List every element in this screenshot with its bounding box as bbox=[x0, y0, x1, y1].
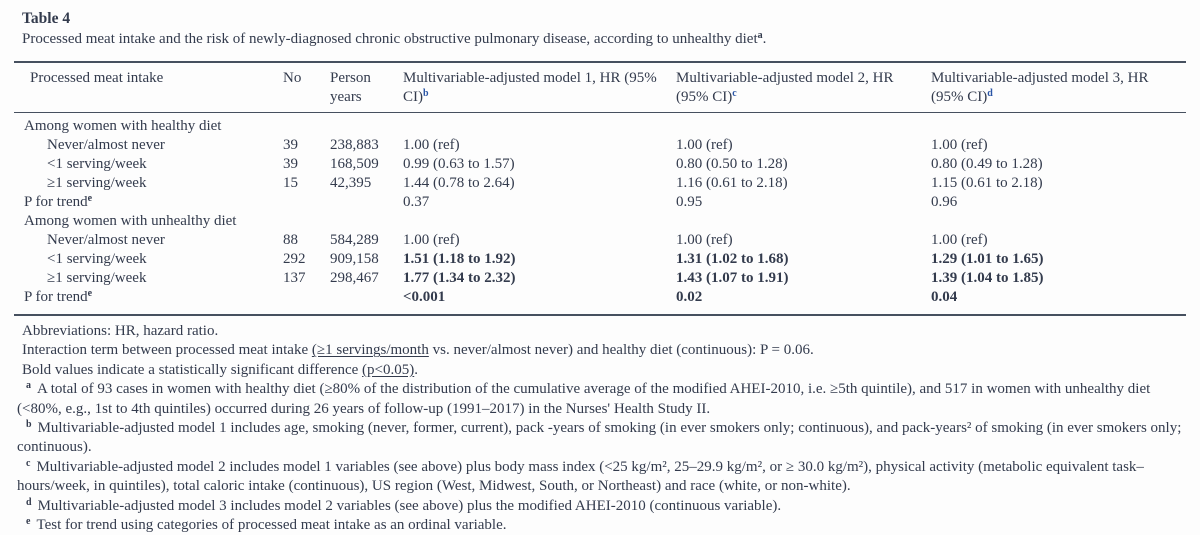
footnote-a-marker: a bbox=[26, 380, 31, 392]
table-row: Never/almost never 39 238,883 1.00 (ref)… bbox=[14, 136, 1186, 155]
table-row: Never/almost never 88 584,289 1.00 (ref)… bbox=[14, 231, 1186, 250]
cell-model2: 1.00 (ref) bbox=[676, 232, 733, 248]
cell-person-years: 584,289 bbox=[330, 232, 379, 248]
table-caption-text: Processed meat intake and the risk of ne… bbox=[22, 31, 758, 47]
cell-model2: 1.43 (1.07 to 1.91) bbox=[676, 270, 789, 286]
cell-model1: 1.00 (ref) bbox=[403, 137, 460, 153]
cell-no bbox=[283, 193, 330, 212]
caption-footnote-marker: a bbox=[757, 30, 763, 41]
section-row-unhealthy: Among women with unhealthy diet bbox=[14, 212, 1186, 231]
column-header-intake: Processed meat intake bbox=[14, 62, 283, 113]
cell-model2: 0.02 bbox=[676, 289, 703, 305]
cell-model3: 0.96 bbox=[931, 194, 958, 210]
cell-model1: <0.001 bbox=[403, 289, 446, 305]
cell-no: 39 bbox=[283, 137, 298, 153]
caption-period: . bbox=[762, 31, 767, 47]
section-label: Among women with unhealthy diet bbox=[24, 213, 237, 229]
column-header-model2: Multivariable-adjusted model 2, HR (95% … bbox=[676, 62, 931, 113]
section-label: Among women with healthy diet bbox=[24, 118, 222, 134]
cell-model2: 0.80 (0.50 to 1.28) bbox=[676, 156, 788, 172]
cell-model3: 1.00 (ref) bbox=[931, 232, 988, 248]
cell-no: 39 bbox=[283, 156, 298, 172]
footnote-d: d Multivariable-adjusted model 3 includes… bbox=[26, 496, 782, 514]
cell-no: 15 bbox=[283, 175, 298, 191]
cell-model3: 1.39 (1.04 to 1.85) bbox=[931, 270, 1044, 286]
column-header-no: No bbox=[283, 62, 330, 113]
cell-model3: 0.80 (0.49 to 1.28) bbox=[931, 156, 1043, 172]
table-row: <1 serving/week 292 909,158 1.51 (1.18 t… bbox=[14, 250, 1186, 269]
trend-footnote-marker: e bbox=[87, 193, 93, 204]
cell-label: ≥1 serving/week bbox=[47, 175, 147, 191]
cell-person-years: 238,883 bbox=[330, 137, 379, 153]
p-for-trend-row: P for trende <0.001 0.02 0.04 bbox=[14, 288, 1186, 315]
cell-person-years: 298,467 bbox=[330, 270, 379, 286]
model1-footnote-marker: b bbox=[423, 88, 429, 99]
column-header-model1: Multivariable-adjusted model 1, HR (95% … bbox=[403, 62, 676, 113]
cell-model1: 1.51 (1.18 to 1.92) bbox=[403, 251, 516, 267]
footnote-d-marker: d bbox=[26, 496, 32, 508]
cell-label: ≥1 serving/week bbox=[47, 270, 147, 286]
cell-person-years bbox=[330, 288, 403, 315]
trend-footnote-marker: e bbox=[87, 288, 93, 299]
column-header-model3: Multivariable-adjusted model 3, HR (95% … bbox=[931, 62, 1186, 113]
p-for-trend-row: P for trende 0.37 0.95 0.96 bbox=[14, 193, 1186, 212]
cell-model1: 0.37 bbox=[403, 194, 430, 210]
cell-person-years: 168,509 bbox=[330, 156, 379, 172]
table-row: <1 serving/week 39 168,509 0.99 (0.63 to… bbox=[14, 155, 1186, 174]
table-label: Table 4 bbox=[22, 10, 71, 27]
cell-model3: 1.00 (ref) bbox=[931, 137, 988, 153]
footnote-c-marker: c bbox=[26, 457, 31, 469]
table-caption-block: Table 4 Processed meat intake and the ri… bbox=[14, 8, 1186, 50]
cell-model2: 1.00 (ref) bbox=[676, 137, 733, 153]
cell-model3: 0.04 bbox=[931, 289, 958, 305]
table-row: ≥1 serving/week 137 298,467 1.77 (1.34 t… bbox=[14, 269, 1186, 288]
cell-model2: 1.16 (0.61 to 2.18) bbox=[676, 175, 788, 191]
cell-model1: 0.99 (0.63 to 1.57) bbox=[403, 156, 515, 172]
model2-footnote-marker: c bbox=[732, 88, 737, 99]
footnote-e: e Test for trend using categories of proc… bbox=[26, 516, 507, 534]
footnote-b: b Multivariable-adjusted model 1 includes… bbox=[17, 419, 1182, 456]
cell-label: Never/almost never bbox=[47, 137, 165, 153]
cell-no: 88 bbox=[283, 232, 298, 248]
header-row: Processed meat intake No Person years Mu… bbox=[14, 62, 1186, 113]
section-row-healthy: Among women with healthy diet bbox=[14, 113, 1186, 137]
cell-model2: 0.95 bbox=[676, 194, 703, 210]
underlined-text: (≥1 servings/month bbox=[311, 342, 429, 359]
cell-label: P for trende bbox=[24, 288, 93, 306]
footnote-bold-values: Bold values indicate a statistically sig… bbox=[22, 361, 418, 378]
table-row: ≥1 serving/week 15 42,395 1.44 (0.78 to … bbox=[14, 174, 1186, 193]
footnotes: Abbreviations: HR, hazard ratio. Interac… bbox=[14, 322, 1186, 535]
footnote-abbreviations: Abbreviations: HR, hazard ratio. bbox=[22, 323, 219, 339]
underlined-text: (p<0.05) bbox=[362, 361, 415, 378]
cell-model1: 1.00 (ref) bbox=[403, 232, 460, 248]
cell-no: 292 bbox=[283, 251, 306, 267]
table-caption: Processed meat intake and the risk of ne… bbox=[22, 29, 1186, 50]
model3-footnote-marker: d bbox=[987, 88, 993, 99]
results-table: Processed meat intake No Person years Mu… bbox=[14, 61, 1186, 316]
cell-label: P for trende bbox=[24, 193, 93, 211]
cell-person-years: 42,395 bbox=[330, 175, 372, 191]
cell-no bbox=[283, 288, 330, 315]
footnote-interaction: Interaction term between processed meat … bbox=[22, 342, 814, 359]
footnote-e-marker: e bbox=[26, 516, 31, 528]
footnote-c: c Multivariable-adjusted model 2 includes… bbox=[17, 457, 1144, 495]
cell-model3: 1.15 (0.61 to 2.18) bbox=[931, 175, 1043, 191]
column-header-person-years: Person years bbox=[330, 62, 403, 113]
cell-no: 137 bbox=[283, 270, 306, 286]
cell-label: Never/almost never bbox=[47, 232, 165, 248]
cell-label: <1 serving/week bbox=[47, 156, 147, 172]
cell-model2: 1.31 (1.02 to 1.68) bbox=[676, 251, 789, 267]
cell-model1: 1.77 (1.34 to 2.32) bbox=[403, 270, 516, 286]
footnote-b-marker: b bbox=[26, 419, 32, 431]
cell-person-years bbox=[330, 193, 403, 212]
cell-person-years: 909,158 bbox=[330, 251, 379, 267]
cell-label: <1 serving/week bbox=[47, 251, 147, 267]
cell-model3: 1.29 (1.01 to 1.65) bbox=[931, 251, 1044, 267]
cell-model1: 1.44 (0.78 to 2.64) bbox=[403, 175, 515, 191]
